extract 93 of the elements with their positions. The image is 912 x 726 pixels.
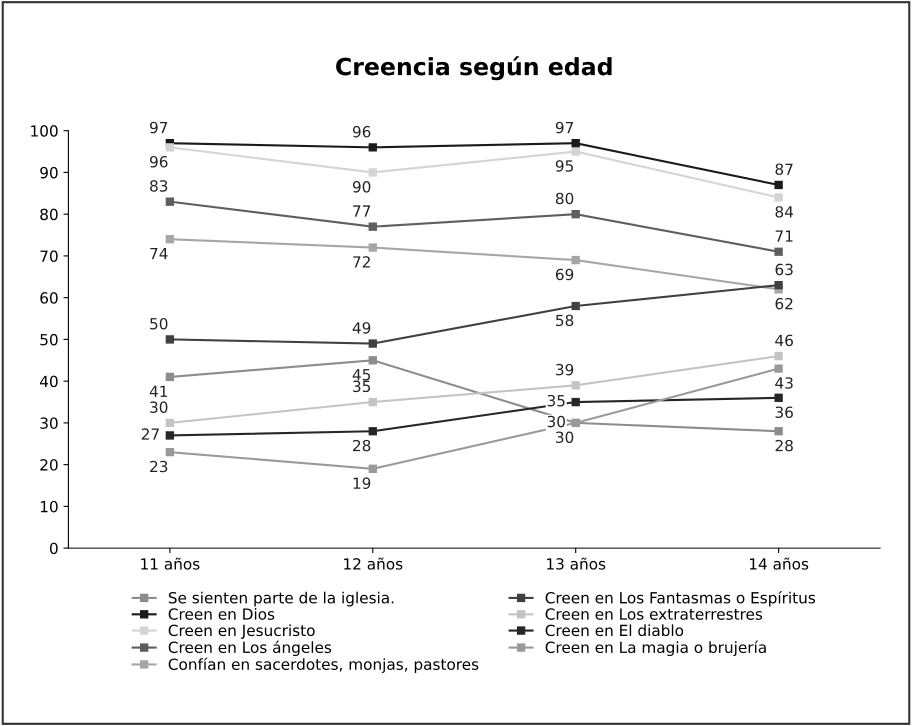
point bbox=[572, 381, 580, 390]
legend-label: Creen en Los Fantasmas o Espíritus bbox=[546, 591, 816, 606]
y-tick-label: 50 bbox=[40, 334, 58, 346]
legend-label: Creen en Los extraterrestres bbox=[546, 608, 762, 620]
y-tick-label: 60 bbox=[40, 292, 58, 304]
data-label: 36 bbox=[776, 406, 793, 418]
x-tick-label: 13 años bbox=[547, 558, 606, 570]
data-label: 83 bbox=[150, 180, 168, 192]
point bbox=[166, 448, 174, 456]
point bbox=[166, 197, 174, 206]
point bbox=[572, 256, 580, 264]
point bbox=[774, 248, 783, 256]
y-tick-label: 0 bbox=[50, 542, 58, 554]
data-label: 19 bbox=[354, 477, 370, 489]
y-tick-label: 70 bbox=[40, 250, 58, 262]
point bbox=[166, 335, 174, 344]
data-label: 77 bbox=[353, 205, 370, 217]
point bbox=[774, 394, 783, 402]
data-label: 71 bbox=[776, 230, 792, 242]
y-tick-label: 10 bbox=[40, 500, 58, 512]
point bbox=[368, 427, 377, 436]
point bbox=[368, 243, 377, 252]
x-tick-label: 11 años bbox=[141, 558, 200, 570]
data-label: 30 bbox=[150, 401, 168, 413]
point bbox=[572, 147, 580, 156]
data-label: 23 bbox=[150, 460, 168, 472]
point bbox=[774, 280, 783, 290]
data-label: 69 bbox=[556, 268, 574, 280]
legend-label: Creen en Dios bbox=[168, 608, 274, 620]
data-label: 90 bbox=[352, 181, 370, 193]
data-label: 50 bbox=[150, 318, 168, 330]
data-label: 80 bbox=[556, 192, 574, 204]
point bbox=[572, 210, 580, 218]
data-label: 97 bbox=[556, 122, 574, 134]
data-label: 62 bbox=[776, 298, 792, 310]
data-label: 95 bbox=[556, 160, 573, 172]
y-tick-label: 20 bbox=[40, 459, 58, 471]
legend-label: Creen en El diablo bbox=[546, 624, 684, 636]
data-label: 30 bbox=[548, 416, 565, 428]
point bbox=[368, 168, 377, 177]
point bbox=[368, 464, 377, 473]
point bbox=[368, 143, 377, 152]
point bbox=[774, 352, 783, 360]
legend-label: Creen en La magia o brujería bbox=[546, 640, 766, 656]
y-tick-label: 40 bbox=[40, 376, 58, 388]
point bbox=[572, 139, 580, 148]
legend-label: Se sienten parte de la iglesia. bbox=[168, 592, 394, 606]
data-label: 63 bbox=[776, 264, 793, 276]
data-label: 39 bbox=[556, 364, 574, 376]
point bbox=[368, 222, 377, 231]
data-label: 96 bbox=[150, 156, 168, 168]
chart-title: Creencia según edad bbox=[336, 56, 612, 80]
point bbox=[166, 235, 174, 244]
point bbox=[572, 302, 580, 310]
point bbox=[774, 364, 783, 373]
point bbox=[368, 398, 377, 406]
data-label: 45 bbox=[352, 369, 370, 380]
data-label: 84 bbox=[775, 206, 794, 218]
x-tick-label: 12 años bbox=[344, 558, 402, 570]
data-label: 41 bbox=[150, 386, 168, 397]
y-tick-label: 100 bbox=[31, 125, 58, 137]
data-label: 58 bbox=[556, 314, 574, 326]
data-label: 46 bbox=[775, 334, 793, 346]
data-label: 28 bbox=[353, 440, 370, 452]
point bbox=[774, 193, 783, 202]
data-label: 49 bbox=[352, 322, 370, 334]
data-label: 35 bbox=[548, 394, 565, 406]
x-tick-label: 14 años bbox=[750, 558, 808, 570]
y-tick-label: 90 bbox=[40, 166, 58, 178]
legend-label: Creen en Jesucristo bbox=[168, 624, 315, 640]
data-label: 28 bbox=[776, 440, 793, 452]
point bbox=[166, 418, 174, 428]
data-label: 43 bbox=[775, 377, 793, 389]
point bbox=[166, 372, 174, 382]
data-label: 74 bbox=[150, 248, 168, 260]
data-label: 97 bbox=[150, 122, 168, 134]
y-tick-label: 80 bbox=[40, 208, 58, 220]
legend-label: Confían en sacerdotes, monjas, pastores bbox=[168, 658, 478, 673]
point bbox=[368, 356, 377, 364]
data-label: 35 bbox=[353, 380, 370, 392]
point bbox=[572, 398, 580, 406]
point bbox=[774, 180, 783, 190]
data-label: 30 bbox=[556, 432, 574, 444]
point bbox=[166, 431, 174, 440]
data-label: 96 bbox=[352, 126, 370, 138]
data-label: 87 bbox=[775, 163, 793, 176]
data-label: 27 bbox=[142, 428, 159, 440]
legend-label: Creen en Los ángeles bbox=[168, 640, 332, 656]
y-tick-label: 30 bbox=[40, 417, 58, 429]
point bbox=[774, 427, 783, 436]
point bbox=[368, 339, 377, 348]
data-label: 72 bbox=[353, 256, 370, 268]
point bbox=[166, 143, 174, 152]
